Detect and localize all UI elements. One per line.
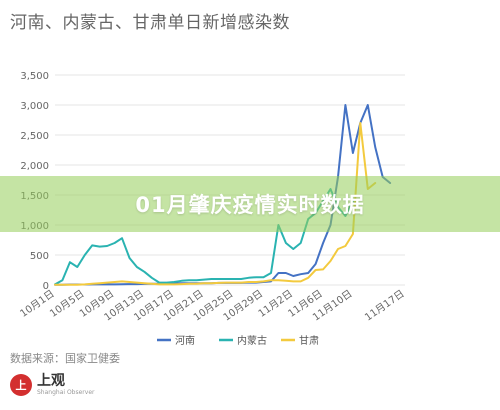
logo-name: 上观	[37, 373, 65, 389]
x-tick-label: 11月17日	[363, 288, 407, 324]
overlay-banner: 01月肇庆疫情实时数据	[0, 176, 500, 232]
logo-mark-icon: 上	[10, 374, 32, 396]
series-line-内蒙古	[54, 188, 354, 286]
x-axis-ticks: 10月1日10月5日10月9日10月13日10月17日10月21日10月25日1…	[18, 288, 407, 324]
y-tick-label: 0	[43, 281, 49, 292]
chart-title: 河南、内蒙古、甘肃单日新增感染数	[10, 13, 290, 33]
y-tick-label: 3,000	[20, 101, 49, 112]
y-tick-label: 3,500	[20, 71, 49, 82]
series-line-甘肃	[54, 122, 377, 286]
legend-label: 内蒙古	[237, 334, 267, 347]
y-tick-label: 2,000	[20, 161, 49, 172]
legend-label: 甘肃	[299, 334, 319, 347]
data-source: 数据来源：国家卫健委	[10, 352, 120, 365]
logo-subtitle: Shanghai Observer	[37, 389, 95, 396]
y-tick-label: 500	[30, 251, 49, 262]
legend-label: 河南	[175, 334, 195, 347]
y-tick-label: 2,500	[20, 131, 49, 142]
publisher-logo: 上 上观 Shanghai Observer	[10, 374, 94, 396]
legend: 河南 内蒙古 甘肃	[157, 334, 319, 347]
overlay-text: 01月肇庆疫情实时数据	[135, 193, 365, 217]
